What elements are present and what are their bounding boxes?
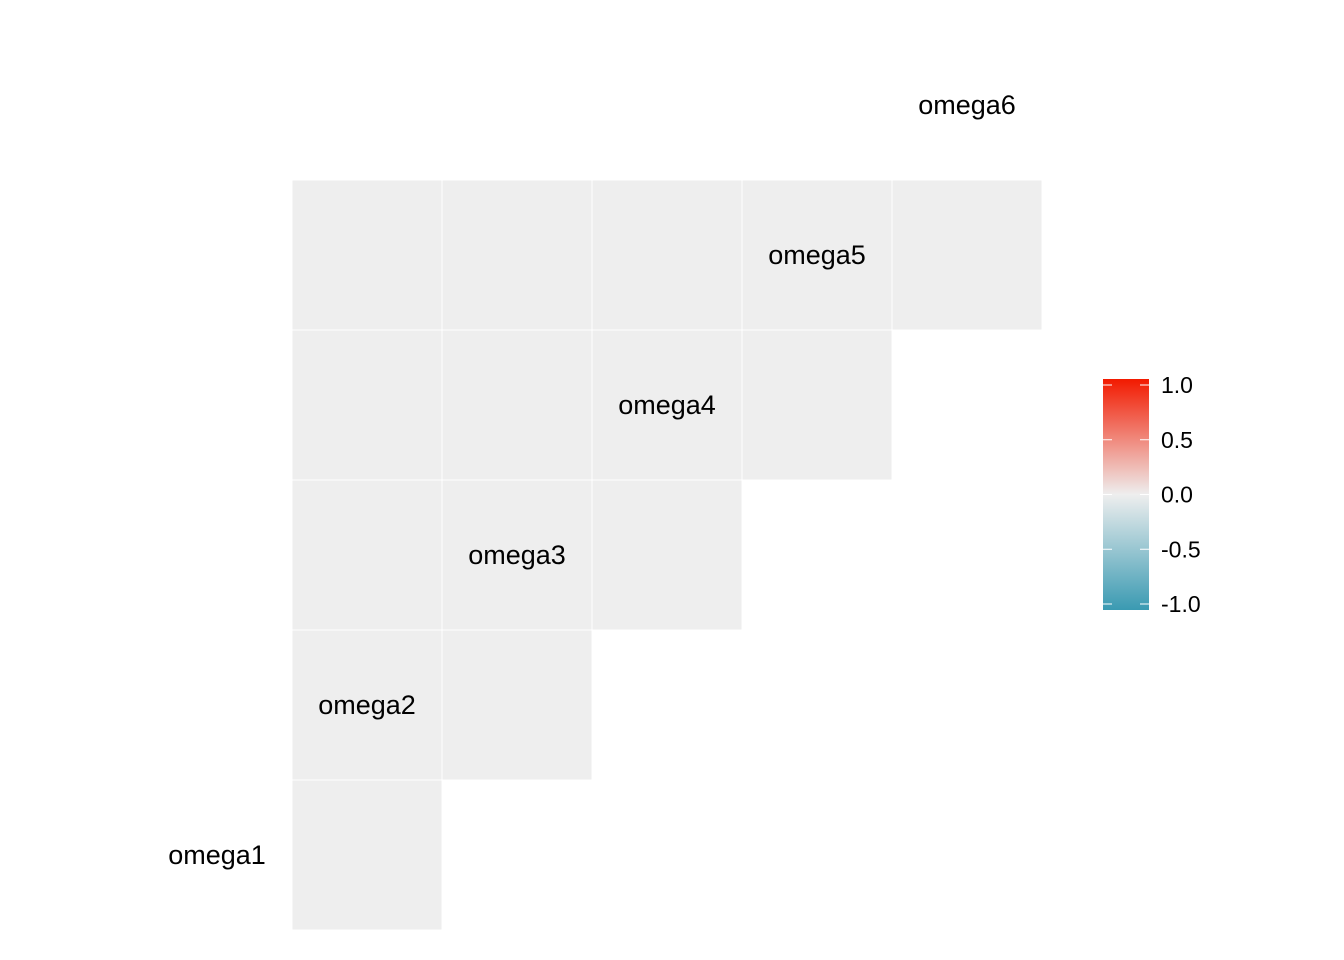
legend-tick-label: 0.5 xyxy=(1161,427,1193,453)
cell-omega6-omega3 xyxy=(591,179,743,331)
cell-omega6-omega2 xyxy=(441,179,593,331)
legend-tick-label: -0.5 xyxy=(1161,536,1201,562)
cell-omega4-omega2 xyxy=(441,479,593,631)
cell-omega6-omega5 xyxy=(891,179,1043,331)
legend-ticks: 1.0 0.5 0.0 -0.5 -1.0 xyxy=(1103,372,1201,617)
cell-omega5-omega1 xyxy=(291,329,443,481)
cell-omega6-omega4 xyxy=(741,179,893,331)
legend-tick-label: -1.0 xyxy=(1161,591,1201,617)
color-legend: 1.0 0.5 0.0 -0.5 -1.0 xyxy=(1103,372,1201,617)
variable-label-omega6: omega6 xyxy=(918,90,1016,120)
variable-label-omega5: omega5 xyxy=(768,240,866,270)
legend-tick-label: 1.0 xyxy=(1161,372,1193,398)
cell-omega2-omega1 xyxy=(291,779,443,931)
legend-tick-label: 0.0 xyxy=(1161,482,1193,508)
variable-label-omega4: omega4 xyxy=(618,390,716,420)
cell-omega6-omega1 xyxy=(291,179,443,331)
cell-omega4-omega1 xyxy=(291,479,443,631)
heatmap-cells xyxy=(291,179,1043,931)
cell-omega3-omega1 xyxy=(291,629,443,781)
cell-omega5-omega2 xyxy=(441,329,593,481)
cell-omega4-omega3 xyxy=(591,479,743,631)
variable-label-omega2: omega2 xyxy=(318,690,416,720)
variable-labels: omega1 omega2 omega3 omega4 omega5 omega6 xyxy=(168,90,1016,870)
variable-label-omega1: omega1 xyxy=(168,840,266,870)
cell-omega5-omega4 xyxy=(741,329,893,481)
cell-omega3-omega2 xyxy=(441,629,593,781)
variable-label-omega3: omega3 xyxy=(468,540,566,570)
